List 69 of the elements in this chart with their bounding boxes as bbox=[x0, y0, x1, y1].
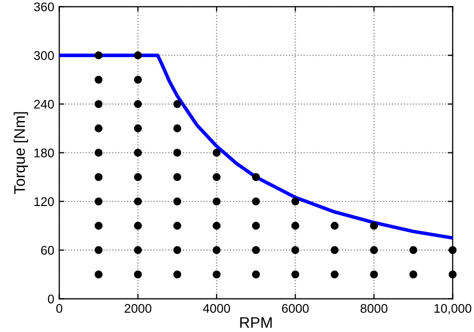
point bbox=[212, 148, 221, 157]
point bbox=[370, 246, 378, 254]
point bbox=[94, 246, 103, 254]
point bbox=[212, 222, 221, 230]
y-tick-label: 300 bbox=[34, 51, 54, 60]
point bbox=[212, 197, 221, 206]
y-tick-label: 360 bbox=[34, 2, 54, 12]
point bbox=[173, 173, 182, 182]
point bbox=[173, 124, 182, 132]
x-tick-label: 8000 bbox=[360, 304, 388, 313]
x-tick-label: 2000 bbox=[124, 304, 152, 313]
point bbox=[94, 148, 103, 157]
y-tick-label: 0 bbox=[48, 294, 54, 304]
point bbox=[330, 246, 339, 254]
point bbox=[134, 173, 142, 182]
point bbox=[134, 270, 142, 278]
point bbox=[252, 222, 260, 230]
x-tick-label: 10,000 bbox=[434, 304, 472, 314]
point bbox=[94, 173, 103, 182]
x-tick-label: 6000 bbox=[282, 304, 309, 313]
point bbox=[94, 76, 103, 84]
point bbox=[212, 173, 221, 182]
point bbox=[134, 148, 142, 157]
point bbox=[448, 270, 457, 278]
x-axis-title: RPM bbox=[240, 317, 272, 328]
y-tick-label: 180 bbox=[34, 148, 54, 158]
point bbox=[173, 222, 182, 230]
point bbox=[212, 246, 221, 254]
point bbox=[212, 270, 221, 278]
point bbox=[252, 270, 260, 278]
point bbox=[448, 246, 457, 254]
x-tick-label: 0 bbox=[56, 304, 62, 313]
y-tick-label: 60 bbox=[41, 246, 54, 255]
y-tick-label: 240 bbox=[34, 100, 54, 109]
point bbox=[173, 246, 182, 254]
point bbox=[252, 197, 260, 206]
point bbox=[252, 173, 260, 182]
point bbox=[291, 270, 300, 278]
point bbox=[330, 222, 339, 230]
point bbox=[94, 51, 103, 60]
point bbox=[134, 197, 142, 206]
point bbox=[173, 100, 182, 108]
point bbox=[94, 124, 103, 132]
point bbox=[134, 100, 142, 108]
point bbox=[134, 222, 142, 230]
line-series bbox=[59, 54, 453, 240]
point bbox=[291, 222, 300, 230]
point bbox=[173, 197, 182, 206]
point bbox=[134, 51, 142, 60]
point bbox=[409, 246, 418, 254]
point bbox=[409, 270, 418, 278]
point bbox=[94, 222, 103, 230]
point bbox=[134, 124, 142, 132]
point bbox=[173, 270, 182, 278]
point bbox=[94, 100, 103, 108]
y-tick-label: 120 bbox=[34, 197, 54, 206]
point bbox=[252, 246, 260, 254]
x-tick-label: 4000 bbox=[203, 304, 230, 313]
point bbox=[134, 76, 142, 84]
point bbox=[291, 246, 300, 254]
point bbox=[330, 270, 339, 278]
point bbox=[94, 197, 103, 206]
point bbox=[173, 148, 182, 157]
point bbox=[370, 270, 378, 278]
point bbox=[291, 197, 300, 206]
y-axis-title: Torque [Nm] bbox=[14, 112, 28, 194]
point bbox=[370, 222, 378, 230]
point bbox=[94, 270, 103, 278]
point bbox=[134, 246, 142, 254]
